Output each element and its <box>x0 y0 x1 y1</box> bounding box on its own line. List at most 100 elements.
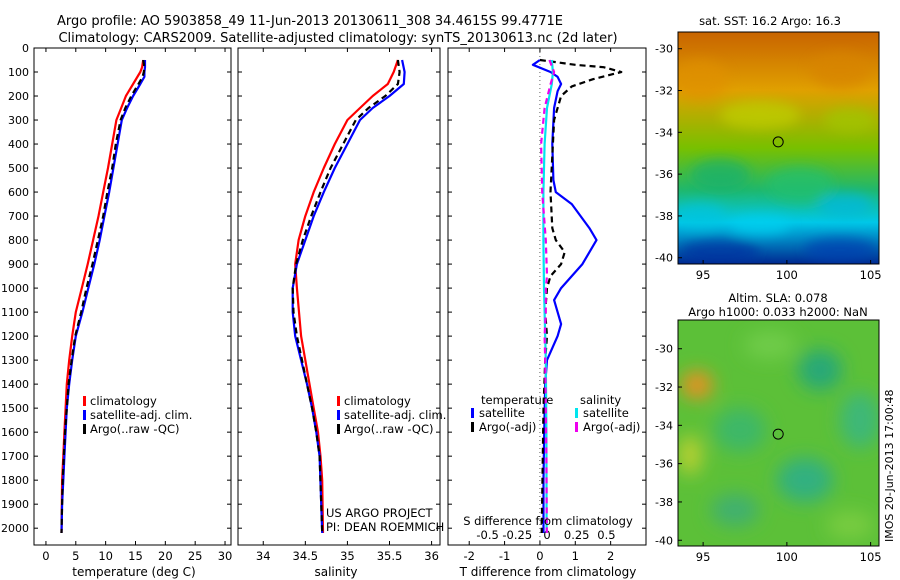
legend-swatch-s-satellite <box>575 408 578 418</box>
legend-title-salinity: salinity <box>580 393 621 407</box>
map-x-tick-label: 95 <box>696 268 711 282</box>
y-tick-label: 2000 <box>1 522 29 535</box>
map-y-tick-label: -30 <box>655 43 673 56</box>
y-tick-label: 1300 <box>1 354 29 367</box>
x2-tick-label: 0.5 <box>597 528 615 542</box>
title-line-1: Argo profile: AO 5903858_49 11-Jun-2013 … <box>57 14 563 29</box>
map-y-tick-label: -36 <box>655 458 673 471</box>
sst-map-axes: 95 100 105 -30 -32 -34 -36 -38 -40 <box>655 43 882 282</box>
y-tick-label: 700 <box>8 210 29 223</box>
x-tick-label: 5 <box>72 549 79 563</box>
y-tick-label: 0 <box>22 42 29 55</box>
x-tick-label: 0 <box>536 549 543 563</box>
map-y-tick-label: -34 <box>655 419 673 432</box>
legend-label-argo: Argo(..raw -QC) <box>90 422 180 436</box>
legend-swatch-satellite <box>83 410 86 420</box>
map-y-tick-label: -34 <box>655 126 673 139</box>
map-x-tick-label: 100 <box>776 268 798 282</box>
y-tick-label: 1500 <box>1 402 29 415</box>
y-tick-label: 400 <box>8 138 29 151</box>
y-tick-label: 1600 <box>1 426 29 439</box>
x-tick-label: 36 <box>424 549 439 563</box>
difference-axes-frame <box>447 47 647 546</box>
y-tick-label: 200 <box>8 90 29 103</box>
series-line-argo-raw-qc- <box>60 59 146 534</box>
y-tick-label: 800 <box>8 234 29 247</box>
map-x-tick-label: 105 <box>860 550 882 564</box>
sla-map-frame <box>677 319 880 547</box>
legend-label-s-argo: Argo(-adj) <box>583 420 640 434</box>
series-line-satellite-adj-clim- <box>291 59 406 534</box>
difference-series <box>531 58 623 534</box>
y-tick-label: 1800 <box>1 474 29 487</box>
legend-title-temperature: temperature <box>481 393 553 407</box>
series-line-climatology <box>60 59 145 534</box>
temperature-legend: climatology satellite-adj. clim. Argo(..… <box>83 394 192 436</box>
x-tick-label: 35 <box>340 549 355 563</box>
sst-heatmap <box>678 32 879 264</box>
x2-tick-label: 0 <box>543 528 550 542</box>
y-tick-label: 900 <box>8 258 29 271</box>
legend-label-argo: Argo(..raw -QC) <box>344 422 434 436</box>
map-y-tick-label: -30 <box>655 343 673 356</box>
y-tick-label: 600 <box>8 186 29 199</box>
legend-swatch-satellite <box>337 410 340 420</box>
x-tick-label: 35.5 <box>377 549 403 563</box>
legend-label-t-argo: Argo(-adj) <box>479 420 536 434</box>
argo-location-marker-sla <box>772 428 784 440</box>
x-tick-label: 0 <box>42 549 49 563</box>
y-tick-label: 300 <box>8 114 29 127</box>
temperature-series <box>60 59 147 534</box>
sla-map-title-2: Argo h1000: 0.033 h2000: NaN <box>688 305 867 319</box>
map-y-tick-label: -40 <box>655 534 673 547</box>
x-tick-label: 34.5 <box>293 549 319 563</box>
y-tick-label: 1100 <box>1 306 29 319</box>
map-y-tick-label: -36 <box>655 168 673 181</box>
map-x-tick-label: 100 <box>776 550 798 564</box>
series-line-climatology <box>294 59 399 534</box>
map-y-tick-label: -40 <box>655 252 673 265</box>
map-y-tick-label: -32 <box>655 381 673 394</box>
x2-tick-label: -0.5 <box>476 528 498 542</box>
y-tick-label: 1700 <box>1 450 29 463</box>
salinity-axes: 34 34.5 35 35.5 36 <box>238 47 440 563</box>
timestamp-stamp: IMOS 20-Jun-2013 17:00:48 <box>883 389 896 542</box>
legend-label-climatology: climatology <box>344 394 411 408</box>
legend-swatch-t-argo <box>471 422 474 432</box>
y-tick-label: 1900 <box>1 498 29 511</box>
legend-swatch-climatology <box>83 396 86 406</box>
y-tick-label: 100 <box>8 66 29 79</box>
x-tick-label: 25 <box>188 549 203 563</box>
y-tick-label: 500 <box>8 162 29 175</box>
x-tick-label: 2 <box>607 549 614 563</box>
temperature-xlabel: temperature (deg C) <box>72 565 195 579</box>
sla-map-axes: 95 100 105 -30 -32 -34 -36 -38 -40 <box>655 343 882 564</box>
map-x-tick-label: 105 <box>860 268 882 282</box>
sst-map-frame <box>677 31 880 265</box>
x-tick-label: 20 <box>158 549 173 563</box>
x2-tick-label: 0.25 <box>564 528 590 542</box>
y-tick-label: 1000 <box>1 282 29 295</box>
x-tick-label: 1 <box>572 549 579 563</box>
salinity-xlabel: salinity <box>314 565 357 579</box>
title-line-2: Climatology: CARS2009. Satellite-adjuste… <box>58 31 617 46</box>
temperature-axes: 0 5 10 15 20 25 300100200300400500600700800900… <box>1 42 232 563</box>
sst-map-title: sat. SST: 16.2 Argo: 16.3 <box>699 14 841 28</box>
salinity-series <box>291 59 406 534</box>
difference-x2label: S difference from climatology <box>463 514 633 528</box>
series-line-s-argo-adj- <box>540 59 556 534</box>
credit-pi: PI: DEAN ROEMMICH <box>326 520 444 534</box>
legend-swatch-climatology <box>337 396 340 406</box>
sst-patches <box>678 52 876 264</box>
series-line-satellite-adj-clim- <box>60 60 147 534</box>
difference-xlabel: T difference from climatology <box>459 565 637 579</box>
series-line-s-satellite <box>542 59 554 534</box>
y-tick-label: 1400 <box>1 378 29 391</box>
x-tick-label: 34 <box>256 549 271 563</box>
series-line-argo-raw-qc- <box>291 59 401 534</box>
map-y-tick-label: -32 <box>655 85 673 98</box>
legend-label-satellite: satellite-adj. clim. <box>90 408 192 422</box>
difference-legend: temperature salinity satellite Argo(-adj… <box>471 393 640 434</box>
legend-swatch-argo <box>337 424 340 434</box>
sla-map-title-1: Altim. SLA: 0.078 <box>728 291 827 305</box>
